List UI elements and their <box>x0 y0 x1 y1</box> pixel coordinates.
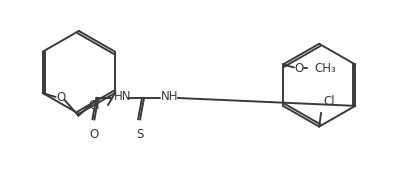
Text: O: O <box>90 128 99 141</box>
Text: NH: NH <box>161 90 179 103</box>
Text: Cl: Cl <box>323 95 335 108</box>
Text: Cl: Cl <box>88 98 100 112</box>
Text: O: O <box>56 91 65 105</box>
Text: CH₃: CH₃ <box>315 62 337 75</box>
Text: S: S <box>137 128 144 141</box>
Text: O: O <box>294 62 304 75</box>
Text: HN: HN <box>113 90 131 103</box>
